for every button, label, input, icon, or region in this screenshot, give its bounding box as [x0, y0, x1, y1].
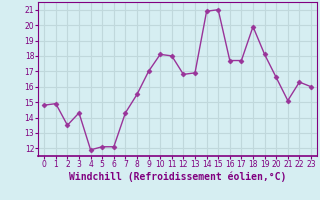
X-axis label: Windchill (Refroidissement éolien,°C): Windchill (Refroidissement éolien,°C) [69, 172, 286, 182]
